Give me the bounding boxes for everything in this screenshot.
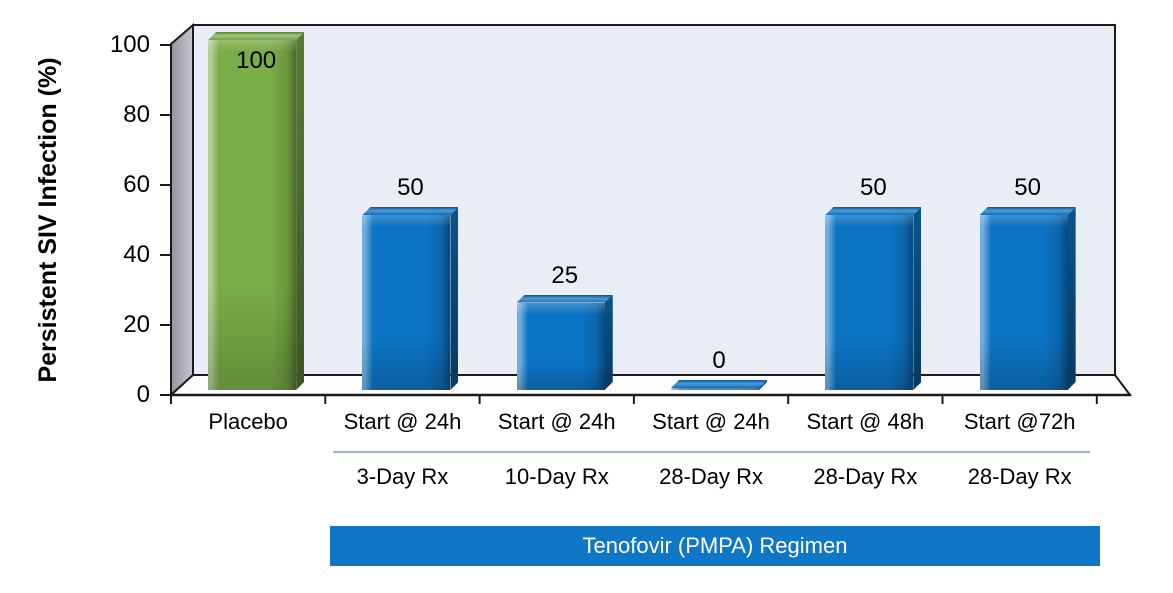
axis-tick-marks [160, 44, 1098, 404]
regimen-banner: Tenofovir (PMPA) Regimen [330, 526, 1100, 566]
y-axis-title: Persistent SIV Infection (%) [34, 57, 62, 383]
regimen-banner-label: Tenofovir (PMPA) Regimen [582, 533, 848, 558]
plot-back-wall [192, 24, 1116, 376]
plot-floor [168, 374, 1132, 396]
regimen-separator-line [333, 451, 1090, 453]
plot-left-wall [170, 22, 194, 398]
